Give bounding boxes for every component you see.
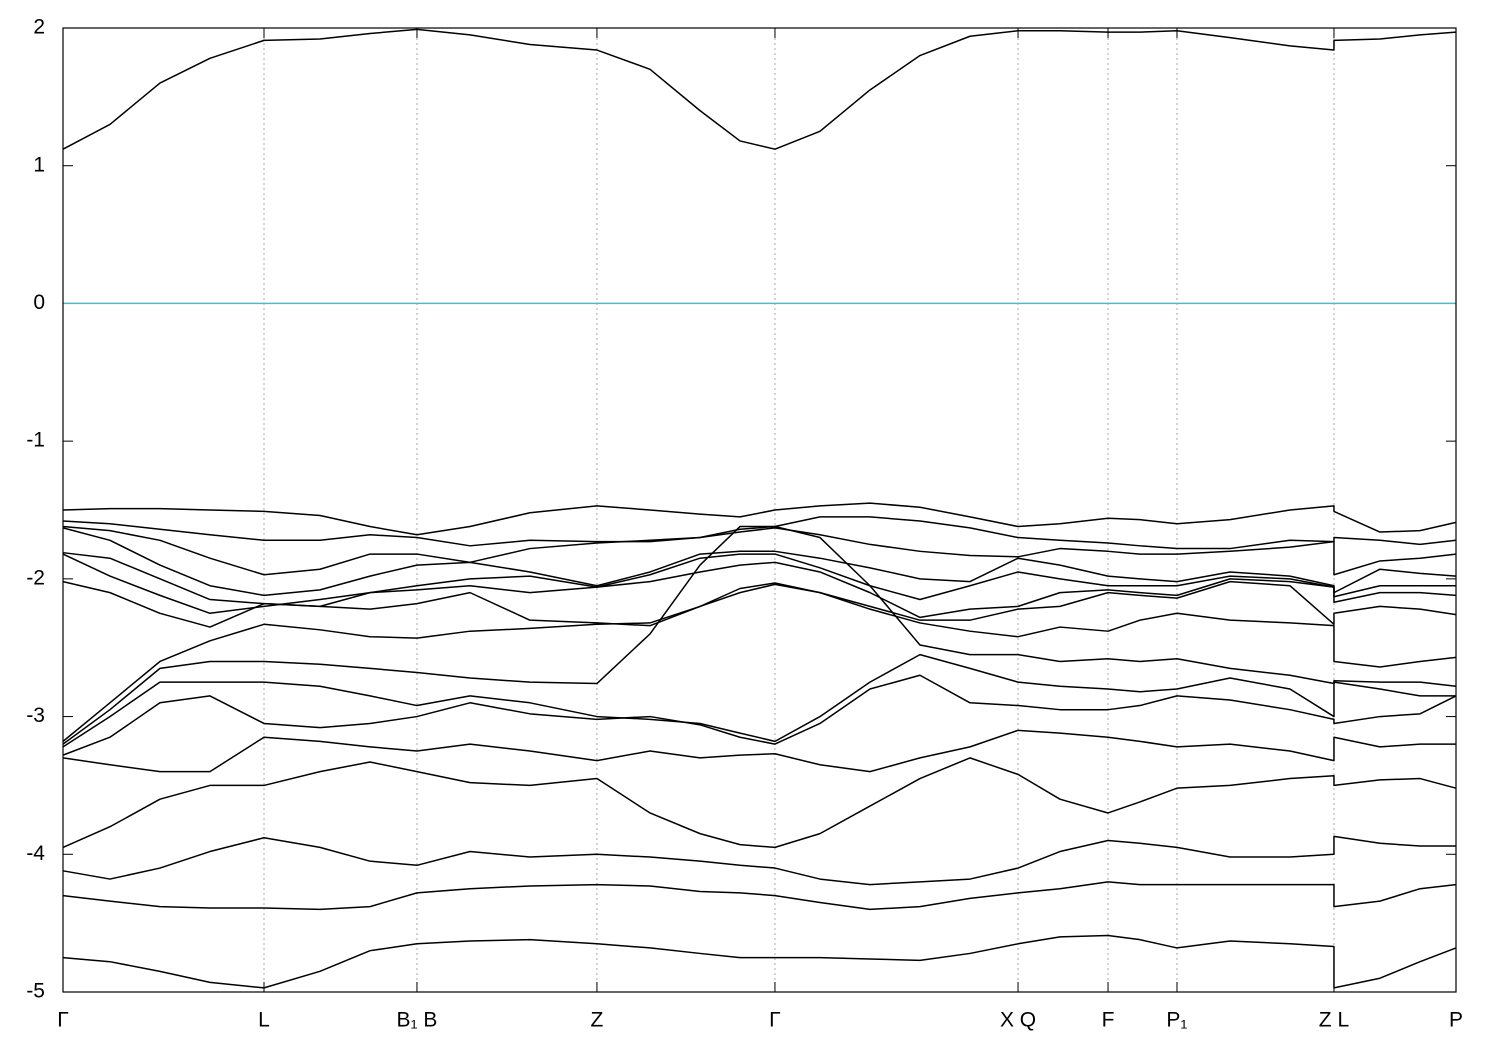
y-tick-label: 1 xyxy=(33,153,45,176)
y-tick-label: -1 xyxy=(26,429,45,452)
x-tick-label: X Q xyxy=(1000,1009,1036,1032)
band-line xyxy=(62,527,1457,597)
x-tick-label: P₁ xyxy=(1166,1009,1187,1032)
band-line xyxy=(62,881,1457,911)
x-tick-label: Z L xyxy=(1319,1009,1349,1032)
band-line xyxy=(62,28,1457,150)
band-line xyxy=(62,674,1457,756)
band-line xyxy=(62,516,1457,550)
band-line xyxy=(62,757,1457,849)
x-tick-label: F xyxy=(1102,1009,1115,1032)
band-line xyxy=(62,525,1457,745)
x-tick-label: Γ xyxy=(769,1009,781,1032)
y-tick-label: 0 xyxy=(33,291,45,314)
x-tick-label: L xyxy=(258,1009,270,1032)
band-line xyxy=(62,653,1456,748)
x-tick-label: Z xyxy=(591,1009,604,1032)
band-line xyxy=(62,835,1456,886)
x-tick-label: P xyxy=(1449,1009,1463,1032)
band-line xyxy=(62,525,1457,576)
band-line xyxy=(62,553,1457,619)
band-line xyxy=(62,934,1457,989)
y-tick-label: -4 xyxy=(26,842,45,865)
y-tick-label: -2 xyxy=(26,566,45,589)
band-line xyxy=(62,583,1457,742)
plot-frame xyxy=(62,27,1457,993)
y-tick-label: -3 xyxy=(26,704,45,727)
band-line xyxy=(62,729,1456,773)
band-line xyxy=(62,502,1457,536)
x-tick-label: Γ xyxy=(57,1009,69,1032)
x-tick-label: B₁ B xyxy=(396,1009,437,1032)
y-tick-label: -5 xyxy=(26,980,45,1003)
y-tick-label: 2 xyxy=(33,16,45,39)
